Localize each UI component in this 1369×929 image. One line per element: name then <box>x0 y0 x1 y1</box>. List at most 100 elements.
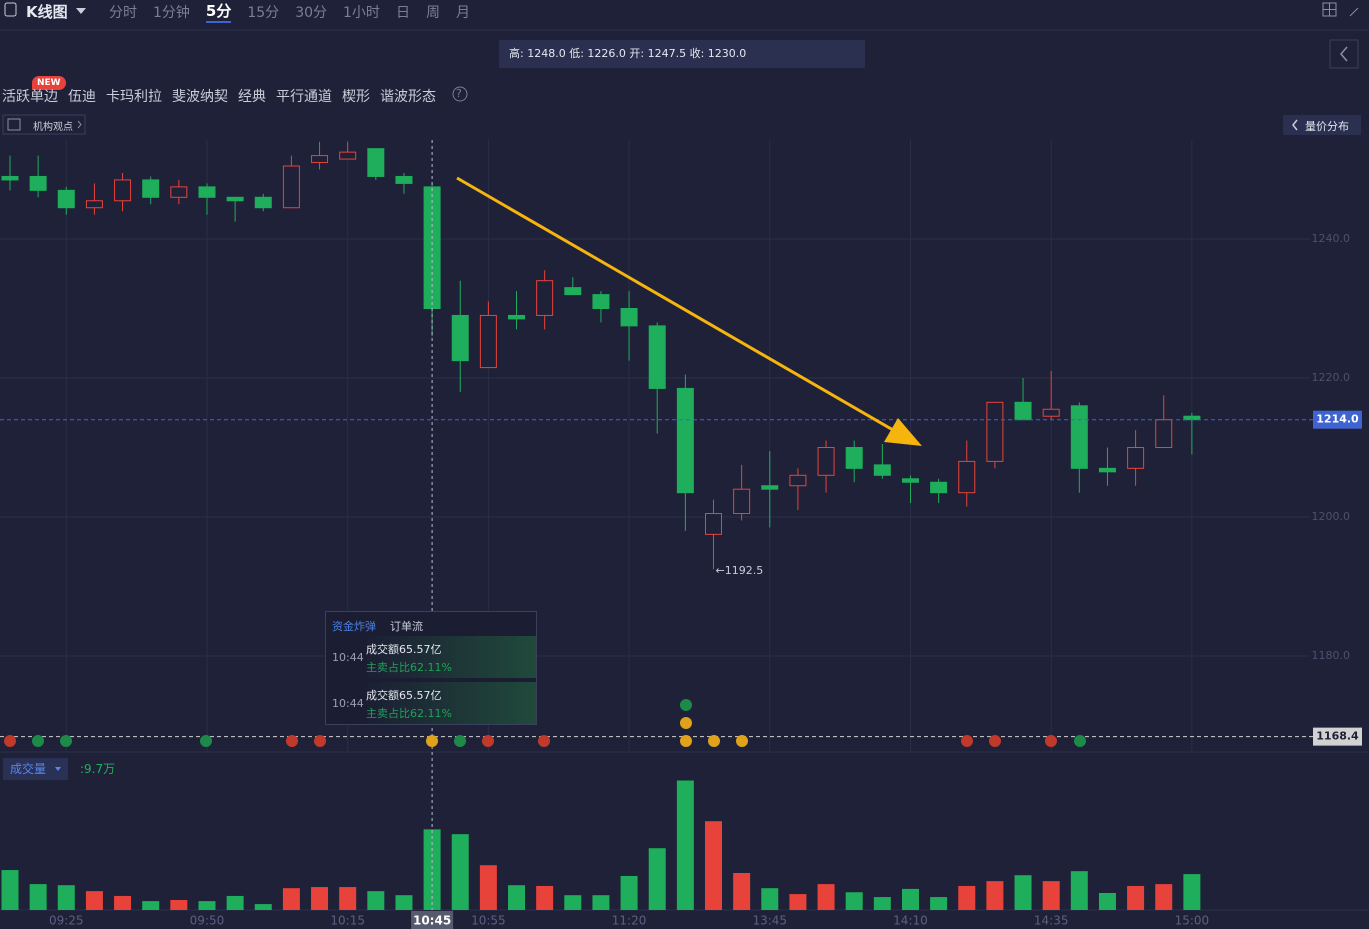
tooltip-time: 10:44 <box>332 697 364 710</box>
volume-bar <box>845 892 863 910</box>
help-circle[interactable] <box>452 86 468 102</box>
tooltip-tab[interactable]: 订单流 <box>390 620 423 633</box>
signal-icon[interactable] <box>314 735 326 747</box>
volume-bar <box>29 884 47 910</box>
price-label-bg <box>1313 410 1362 429</box>
volume-bar <box>789 894 807 910</box>
candle-body <box>1183 415 1201 421</box>
candle-body <box>789 474 807 487</box>
volume-bar <box>282 888 300 910</box>
volume-bar <box>198 901 216 910</box>
indicator-tab[interactable]: 谐波形态 <box>380 89 436 105</box>
candle-body <box>845 447 863 469</box>
volume-bar <box>1 870 19 910</box>
y-tick-label: 1200.0 <box>1312 510 1351 523</box>
volume-bar <box>761 888 779 910</box>
timeframe-tab[interactable]: 15分 <box>247 5 280 21</box>
timeframe-tab[interactable]: 30分 <box>295 5 328 21</box>
low-annotation: ←1192.5 <box>716 564 764 577</box>
candle-body <box>1098 467 1116 473</box>
institution-view[interactable]: 机构观点 <box>33 122 73 133</box>
candle-body <box>395 175 413 184</box>
volume-bar <box>57 885 75 910</box>
volume-bar <box>1042 881 1060 910</box>
volume-bar <box>620 875 638 910</box>
x-tick-label: 13:45 <box>752 914 787 928</box>
signal-icon[interactable] <box>989 735 1001 747</box>
volume-name-box[interactable] <box>3 758 68 780</box>
candle-body <box>761 485 779 490</box>
candle-body <box>29 175 47 191</box>
x-tick-label: 10:45 <box>413 914 451 928</box>
candle-body <box>367 148 385 177</box>
indicator-tab[interactable]: 卡玛利拉 <box>106 89 162 105</box>
indicator-tab[interactable]: 活跃单边 <box>2 89 58 105</box>
signal-icon[interactable] <box>538 735 550 747</box>
volume-bar <box>508 885 526 910</box>
indicator-tab[interactable]: 经典 <box>238 89 266 105</box>
candle-body <box>733 488 751 515</box>
volume-bar <box>901 888 919 910</box>
signal-icon[interactable] <box>736 735 748 747</box>
timeframe-tab[interactable]: 5分 <box>205 0 232 23</box>
help-mark[interactable]: ? <box>456 87 462 100</box>
tooltip-tab[interactable]: 资金炸弹 <box>332 620 376 633</box>
volume-caret <box>55 767 61 771</box>
signal-icon[interactable] <box>286 735 298 747</box>
indicator-tab[interactable]: 斐波纳契 <box>172 89 228 105</box>
institution-view-box[interactable] <box>2 114 86 135</box>
volume-bar <box>1070 871 1088 910</box>
volume-bar <box>1155 884 1173 910</box>
indicator-tab[interactable]: 伍迪 <box>68 89 96 105</box>
volume-bar <box>170 900 188 910</box>
signal-icon[interactable] <box>482 735 494 747</box>
tooltip: 资金炸弹 订单流 10:44 成交额65.57亿 主卖占比62.11% 10:44 成交… <box>325 611 537 725</box>
signal-icon[interactable] <box>961 735 973 747</box>
timeframe-tab[interactable]: 月 <box>455 5 470 21</box>
timeframe-tab[interactable]: 1小时 <box>343 5 380 21</box>
x-tick-label: 09:25 <box>49 914 84 928</box>
volume-bar <box>592 895 610 910</box>
indicator-tab[interactable]: 平行通道 <box>276 89 332 105</box>
volume-bar <box>451 834 469 910</box>
signal-icon[interactable] <box>1045 735 1057 747</box>
signal-icon[interactable] <box>680 717 692 729</box>
signal-icon[interactable] <box>1074 735 1086 747</box>
candle-body <box>1070 405 1088 469</box>
volume-profile[interactable]: 量价分布 <box>1305 120 1349 133</box>
signal-icon[interactable] <box>4 735 16 747</box>
indicator-tab[interactable]: 楔形 <box>342 89 370 105</box>
marks: 1214.0 1168.4 ←1192.5 <box>0 140 1362 910</box>
volume-bar <box>254 904 272 910</box>
candle-body <box>282 165 300 209</box>
timeframe-tab[interactable]: 周 <box>425 5 440 21</box>
signal-icon[interactable] <box>200 735 212 747</box>
timeframe-tab[interactable]: 分时 <box>109 5 137 21</box>
y-tick-label: 1240.0 <box>1312 232 1351 245</box>
signal-icon[interactable] <box>32 735 44 747</box>
candle-body <box>142 179 160 198</box>
x-tick-label: 10:55 <box>471 914 506 928</box>
signal-icon[interactable] <box>708 735 720 747</box>
candle-body <box>85 200 103 209</box>
dropdown-caret[interactable] <box>76 8 86 14</box>
signal-icons <box>4 699 1086 747</box>
timeframe-tab[interactable]: 1分钟 <box>153 5 190 21</box>
trend-arrow <box>456 176 922 446</box>
volume-bar <box>226 895 244 910</box>
signal-icon[interactable] <box>454 735 466 747</box>
signal-icon[interactable] <box>60 735 72 747</box>
candle-body <box>451 314 469 362</box>
signal-icon[interactable] <box>426 735 438 747</box>
volume-bar <box>817 884 835 910</box>
y-tick-label: 1220.0 <box>1312 371 1351 384</box>
price-label: 1214.0 <box>1316 413 1359 426</box>
side-toggle[interactable] <box>1329 39 1359 69</box>
timeframe-tab[interactable]: 日 <box>395 5 410 21</box>
signal-icon[interactable] <box>680 735 692 747</box>
volume-profile-box[interactable] <box>1283 115 1361 135</box>
tooltip-ratio: 主卖占比62.11% <box>366 661 452 674</box>
collapse-icon[interactable] <box>1349 7 1359 17</box>
signal-icon[interactable] <box>680 699 692 711</box>
